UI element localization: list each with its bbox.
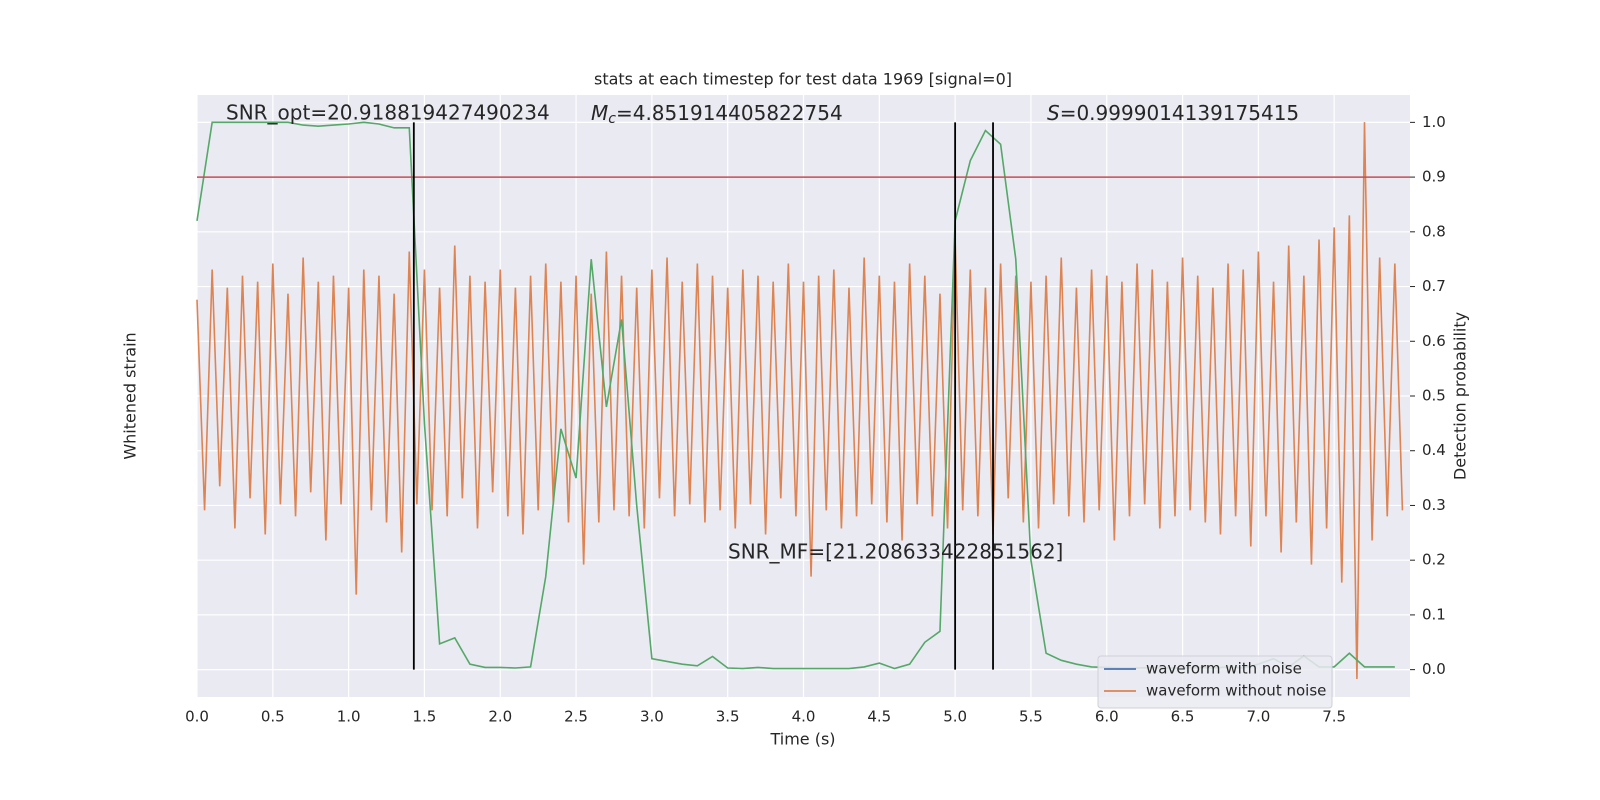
x-tick-label: 0.0 [185, 708, 209, 726]
x-tick-label: 4.0 [792, 708, 816, 726]
x-tick-label: 2.5 [564, 708, 588, 726]
legend-box [1097, 655, 1333, 709]
x-tick-label: 6.5 [1171, 708, 1195, 726]
y2-tick-label: 0.7 [1422, 277, 1446, 295]
y2-tick-label: 0.1 [1422, 605, 1446, 623]
annotation: Mc=4.851914405822754 [591, 101, 843, 128]
y2-tick-label: 0.9 [1422, 168, 1446, 186]
annotation-symbol: M [591, 101, 608, 125]
y2-tick-label: 0.3 [1422, 496, 1446, 514]
legend-label: waveform without noise [1146, 682, 1326, 700]
annotation-text: =4.851914405822754 [616, 101, 843, 125]
y-axis-label: Whitened strain [121, 332, 140, 459]
x-tick-label: 1.5 [413, 708, 437, 726]
y2-tick-label: 0.8 [1422, 222, 1446, 240]
annotation: S=0.9999014139175415 [1047, 101, 1299, 125]
x-tick-label: 7.5 [1322, 708, 1346, 726]
x-tick-label: 5.0 [943, 708, 967, 726]
y2-tick-label: 0.0 [1422, 660, 1446, 678]
y2-tick-label: 1.0 [1422, 113, 1446, 131]
x-tick-label: 3.0 [640, 708, 664, 726]
chart-title: stats at each timestep for test data 196… [594, 70, 1012, 89]
annotation-text: =0.9999014139175415 [1060, 101, 1299, 125]
y2-tick-label: 0.6 [1422, 332, 1446, 350]
x-tick-label: 0.5 [261, 708, 285, 726]
x-tick-label: 3.5 [716, 708, 740, 726]
legend-label: waveform with noise [1146, 660, 1302, 678]
annotation: SNR_MF=[21.208633422851562] [728, 540, 1063, 564]
y2-tick-label: 0.4 [1422, 441, 1446, 459]
y2-tick-label: 0.5 [1422, 387, 1446, 405]
x-tick-label: 7.0 [1246, 708, 1270, 726]
x-tick-label: 1.0 [337, 708, 361, 726]
x-tick-label: 2.0 [488, 708, 512, 726]
x-axis-label: Time (s) [769, 730, 835, 749]
annotation-symbol: S [1047, 101, 1060, 125]
x-tick-label: 5.5 [1019, 708, 1043, 726]
y2-tick-label: 0.2 [1422, 551, 1446, 569]
annotation: SNR_opt=20.918819427490234 [226, 101, 550, 125]
series-line [196, 122, 1404, 679]
x-tick-label: 4.5 [867, 708, 891, 726]
x-tick-label: 6.0 [1095, 708, 1119, 726]
annotation-subscript: c [608, 111, 616, 127]
y2-axis-label: Detection probability [1451, 312, 1470, 480]
